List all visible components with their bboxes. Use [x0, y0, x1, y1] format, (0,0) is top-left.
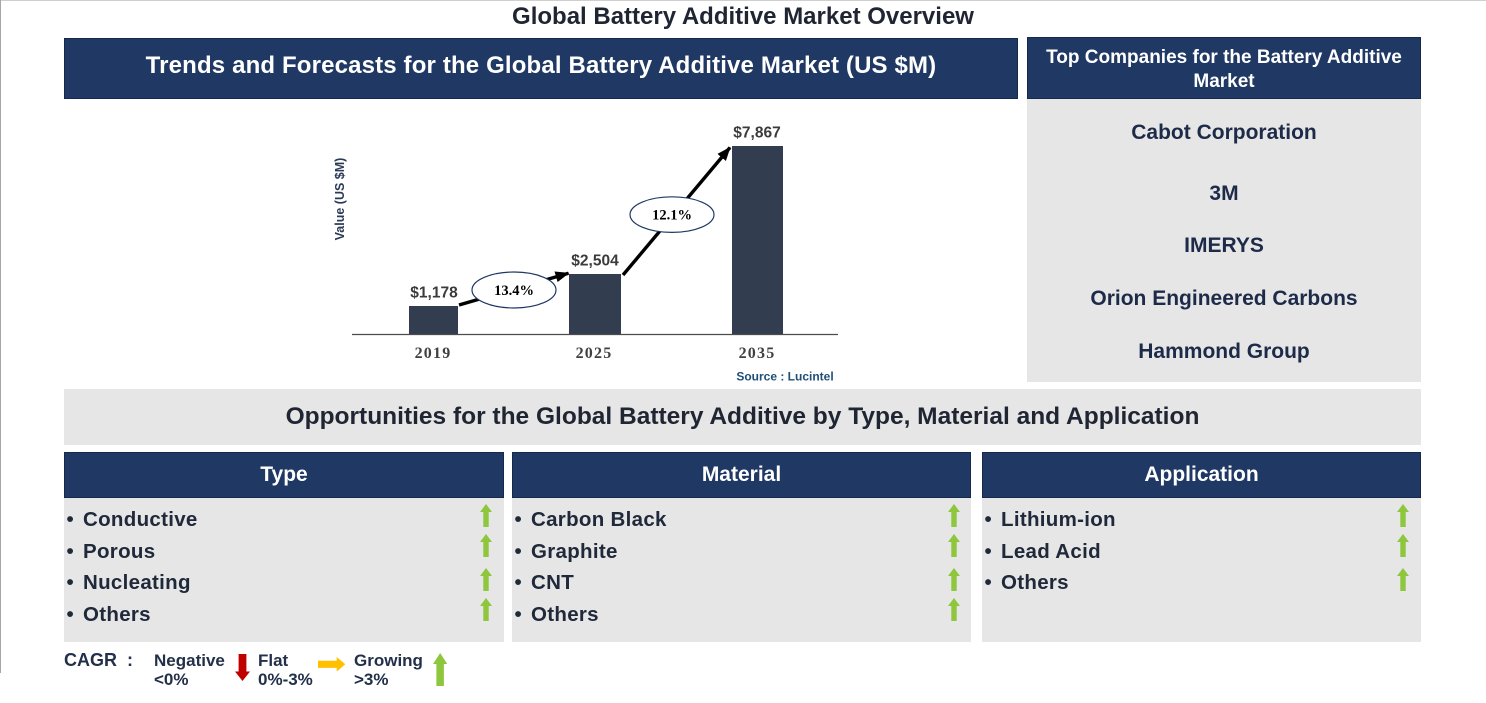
svg-text:$7,867: $7,867 — [733, 124, 780, 141]
svg-text:13.4%: 13.4% — [494, 283, 534, 299]
svg-text:$1,178: $1,178 — [410, 285, 458, 302]
svg-text:12.1%: 12.1% — [652, 208, 692, 224]
svg-text:Source : Lucintel: Source : Lucintel — [736, 370, 833, 384]
svg-text:$2,504: $2,504 — [571, 253, 619, 270]
svg-text:Value (US $M): Value (US $M) — [333, 158, 347, 241]
